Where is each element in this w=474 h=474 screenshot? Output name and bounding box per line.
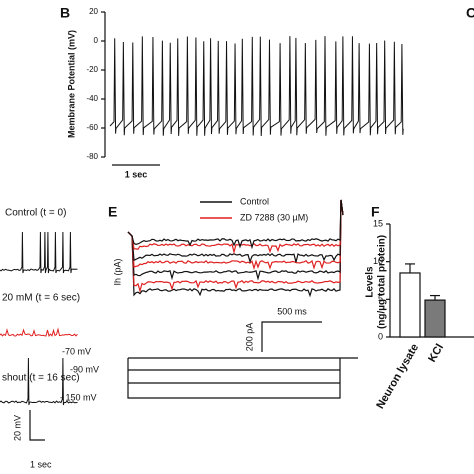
y-tick-label: 5 <box>378 294 383 304</box>
y-tick-label: 10 <box>373 256 383 266</box>
bar <box>424 299 446 338</box>
current-trace <box>127 199 344 281</box>
legend-label: ZD 7288 (30 µM) <box>240 212 308 222</box>
current-trace <box>127 199 344 298</box>
voltage-trace <box>109 36 404 137</box>
panel-label: E <box>108 204 117 220</box>
panel-label: B <box>60 5 70 21</box>
current-trace <box>127 199 344 294</box>
x-tick-label: Neuron lysate <box>374 342 421 411</box>
step-label: -90 mV <box>70 364 99 374</box>
trace-label: shout (t = 16 sec) <box>2 373 80 384</box>
y-tick-label: -60 <box>86 123 98 132</box>
voltage-trace <box>0 357 78 406</box>
axis-label: (ng/µg total protein) <box>377 235 388 329</box>
scale-label: 500 ms <box>277 306 307 316</box>
axis-label: Membrane Potential (mV) <box>66 30 76 138</box>
axis-label: Levels <box>365 266 376 298</box>
y-tick-label: 20 <box>89 7 98 16</box>
step-label: - 150 mV <box>60 392 97 402</box>
voltage-protocol <box>127 357 358 399</box>
current-trace <box>127 199 344 264</box>
y-tick-label: -40 <box>86 94 98 103</box>
scale-bar <box>29 410 45 441</box>
axis-label: Ih (pA) <box>112 258 122 285</box>
y-tick-label: -80 <box>86 152 98 161</box>
scale-label: 1 sec <box>125 169 148 179</box>
y-tick-label: 0 <box>378 331 383 341</box>
y-tick-label: 0 <box>94 36 99 45</box>
scale-label: 20 mV <box>12 415 22 441</box>
y-tick-label: 15 <box>373 218 383 228</box>
current-trace <box>127 199 344 255</box>
scale-bar <box>261 321 322 352</box>
trace-label: 20 mM (t = 6 sec) <box>2 293 80 304</box>
current-trace <box>127 199 344 271</box>
panel-label: C <box>466 5 474 21</box>
scale-label: 1 sec <box>30 459 52 469</box>
current-trace <box>127 199 344 250</box>
legend-label: Control <box>240 196 269 206</box>
trace-label: Control (t = 0) <box>5 208 66 219</box>
bar <box>399 272 421 338</box>
step-label: -70 mV <box>62 346 91 356</box>
voltage-trace <box>0 231 78 274</box>
scale-label: 200 pA <box>244 323 254 352</box>
y-tick-label: -20 <box>86 65 98 74</box>
x-tick-label: KCl <box>426 342 446 364</box>
voltage-trace <box>0 327 78 338</box>
panel-label: F <box>371 204 380 220</box>
